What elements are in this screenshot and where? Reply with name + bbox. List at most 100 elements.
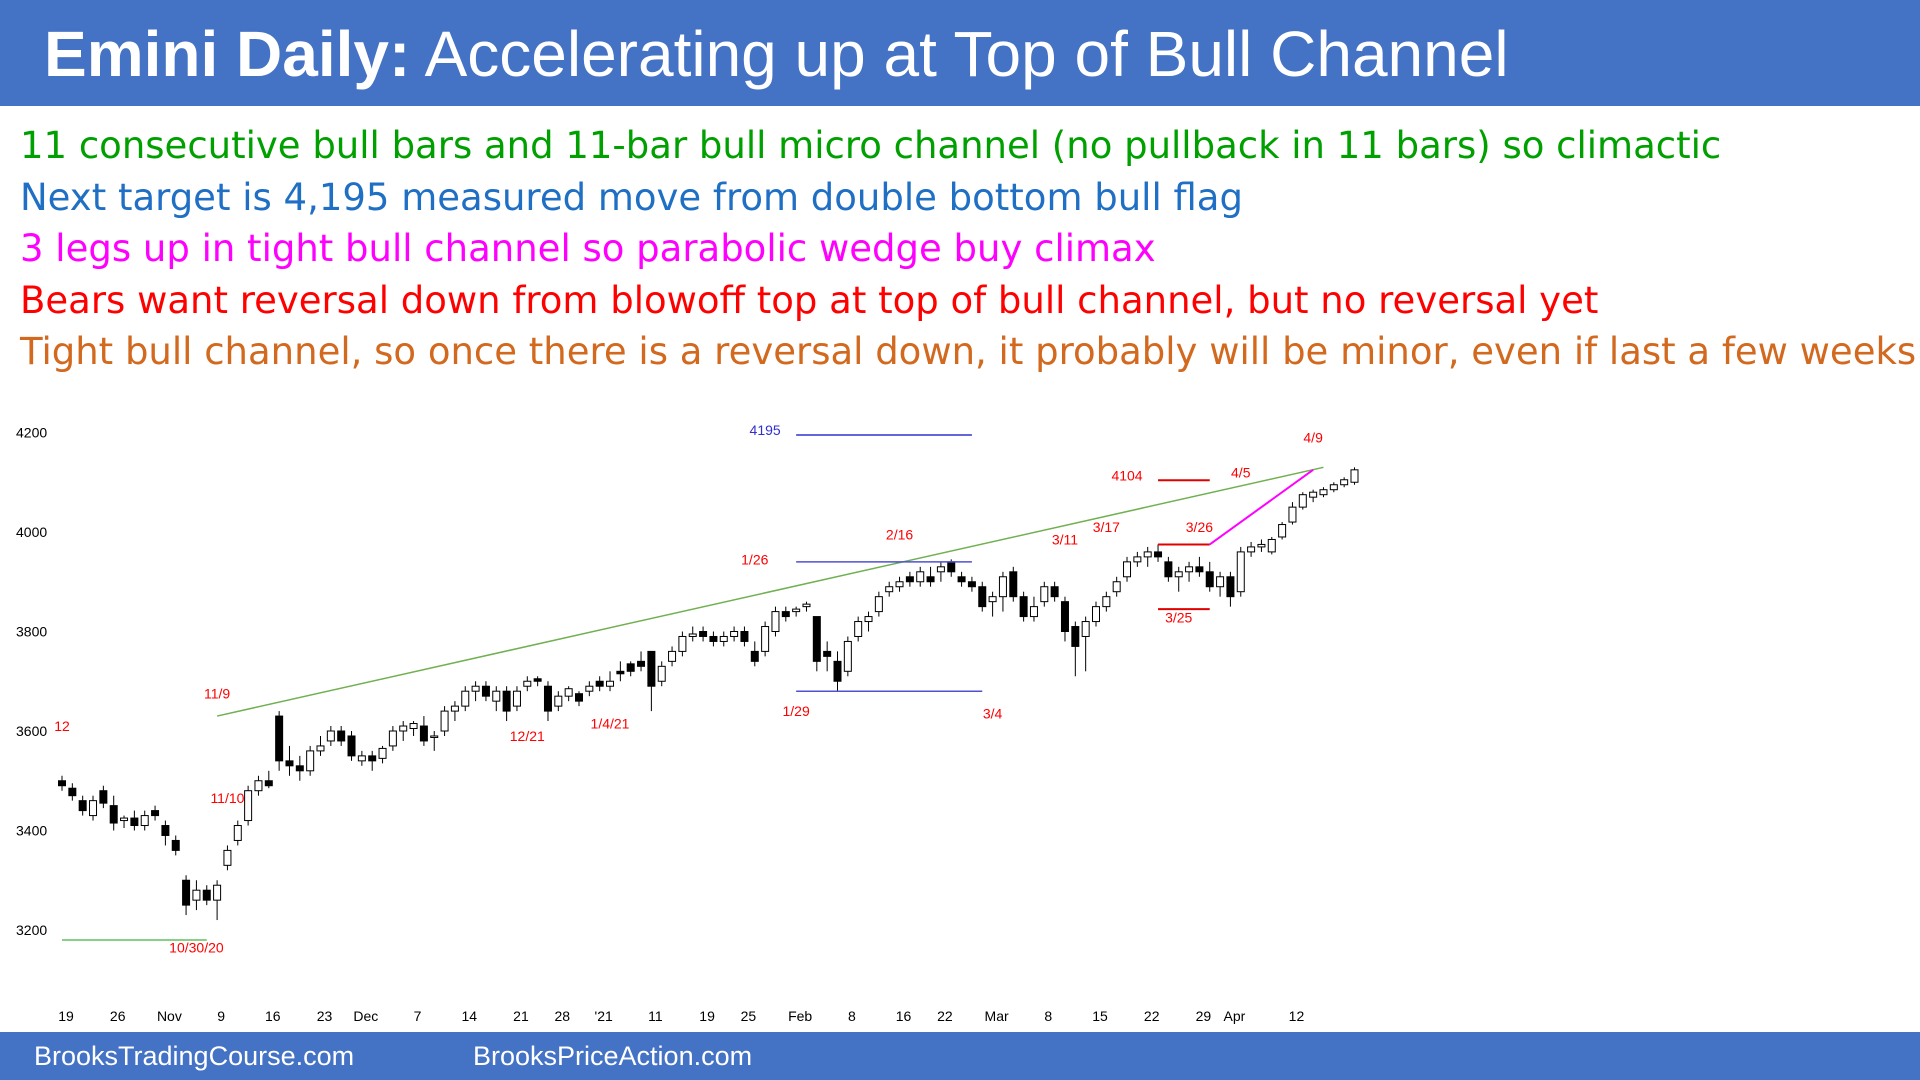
annotation-label: 1/29 <box>783 703 810 719</box>
bull-candle <box>1267 538 1276 553</box>
title-rest: Accelerating up at Top of Bull Channel <box>424 18 1509 90</box>
x-tick-label: '21 <box>595 1008 613 1024</box>
annotation-label: 2/16 <box>886 526 913 542</box>
bear-candle <box>1060 601 1069 632</box>
bull-candle <box>1143 551 1152 558</box>
x-tick-label: Apr <box>1224 1008 1246 1024</box>
x-tick-label: Nov <box>157 1008 182 1024</box>
footer-link-price-action[interactable]: BrooksPriceAction.com <box>473 1041 753 1071</box>
bull-candle <box>430 735 439 738</box>
annotation-label: 3/25 <box>1165 610 1192 626</box>
bull-candle <box>1029 606 1038 618</box>
bear-candle <box>637 660 646 667</box>
footer-link-trading-course[interactable]: BrooksTradingCourse.com <box>34 1041 355 1071</box>
y-tick-label: 3600 <box>16 723 47 739</box>
bull-candle <box>233 825 242 841</box>
annotation-label: 10/30/20 <box>169 939 224 955</box>
bull-candle <box>688 633 697 637</box>
y-tick-label: 3800 <box>16 624 47 640</box>
bull-candle <box>512 690 521 707</box>
annotation-label: 1/26 <box>741 551 768 567</box>
bear-candle <box>275 715 284 762</box>
bull-candle <box>213 884 222 901</box>
x-tick-label: 12 <box>1289 1008 1305 1024</box>
bull-candle <box>378 747 387 759</box>
bear-candle <box>1009 571 1018 598</box>
bear-candle <box>699 631 708 637</box>
bear-candle <box>1164 561 1173 578</box>
x-tick-label: 11 <box>648 1008 663 1024</box>
bull-candle <box>864 616 873 623</box>
annotation-label: 4/5 <box>1231 464 1251 480</box>
bull-candle <box>244 790 253 822</box>
x-tick-label: 8 <box>848 1008 856 1024</box>
bull-candle <box>1257 543 1266 548</box>
bear-candle <box>823 650 832 657</box>
x-tick-label: Mar <box>985 1008 1009 1024</box>
bear-candle <box>978 586 987 608</box>
note-target: Next target is 4,195 measured move from … <box>20 176 1243 219</box>
bear-candle <box>967 581 976 588</box>
bull-candle <box>771 611 780 633</box>
bear-candle <box>1071 626 1080 647</box>
bull-candle <box>936 566 945 573</box>
bear-candle <box>709 635 718 642</box>
annotation-label: 1/4/21 <box>591 716 630 732</box>
bear-candle <box>616 670 625 675</box>
bull-candle <box>1112 581 1121 593</box>
bear-candle <box>285 760 294 767</box>
bull-candle <box>223 849 232 866</box>
bull-candle <box>916 571 925 583</box>
bear-candle <box>575 693 583 702</box>
y-tick-label: 4000 <box>16 524 47 540</box>
x-tick-label: 26 <box>110 1008 126 1024</box>
x-tick-label: 16 <box>265 1008 281 1024</box>
annotation-label: 3/4 <box>983 706 1003 722</box>
annotation-label: 4/9 <box>1303 429 1323 445</box>
x-tick-label: 23 <box>317 1008 333 1024</box>
bull-candle <box>492 690 501 702</box>
bull-candle <box>1216 576 1225 588</box>
bull-candle <box>668 650 677 662</box>
x-tick-label: 19 <box>699 1008 715 1024</box>
x-tick-label: Feb <box>788 1008 812 1024</box>
bull-candle <box>1102 596 1111 608</box>
bull-candle <box>306 750 315 772</box>
bear-candle <box>58 780 66 787</box>
bear-candle <box>750 650 759 662</box>
bear-candle <box>1019 596 1028 618</box>
bull-candle <box>523 680 532 687</box>
footer-bar <box>0 1032 1920 1080</box>
note-wedge: 3 legs up in tight bull channel so parab… <box>20 227 1156 270</box>
note-climactic: 11 consecutive bull bars and 11-bar bull… <box>20 124 1722 167</box>
bear-candle <box>1226 576 1235 598</box>
x-tick-label: 28 <box>555 1008 571 1024</box>
note-bears: Bears want reversal down from blowoff to… <box>20 279 1599 322</box>
x-tick-label: 22 <box>1144 1008 1160 1024</box>
bear-candle <box>905 576 914 583</box>
bull-candle <box>554 695 563 707</box>
x-tick-label: 8 <box>1044 1008 1052 1024</box>
bear-candle <box>1205 571 1214 588</box>
x-tick-label: 25 <box>741 1008 757 1024</box>
note-tight-channel: Tight bull channel, so once there is a r… <box>20 330 1917 373</box>
bull-candle <box>885 586 894 593</box>
bear-candle <box>151 810 160 817</box>
bear-candle <box>1195 566 1204 573</box>
bull-candle <box>120 817 129 822</box>
y-tick-label: 3200 <box>16 922 47 938</box>
annotation-label: 11/9 <box>204 686 230 702</box>
bull-candle <box>606 680 615 687</box>
x-tick-label: Dec <box>353 1008 378 1024</box>
bull-candle <box>1309 491 1318 498</box>
x-tick-label: 16 <box>896 1008 912 1024</box>
x-tick-label: 15 <box>1092 1008 1108 1024</box>
bull-candle <box>89 800 98 817</box>
x-tick-label: 9 <box>217 1008 225 1024</box>
bull-candle <box>585 685 594 692</box>
bear-candle <box>337 730 346 742</box>
bull-candle <box>316 745 325 752</box>
bear-candle <box>368 755 377 762</box>
bull-candle <box>192 889 201 901</box>
bull-candle <box>1319 489 1328 496</box>
